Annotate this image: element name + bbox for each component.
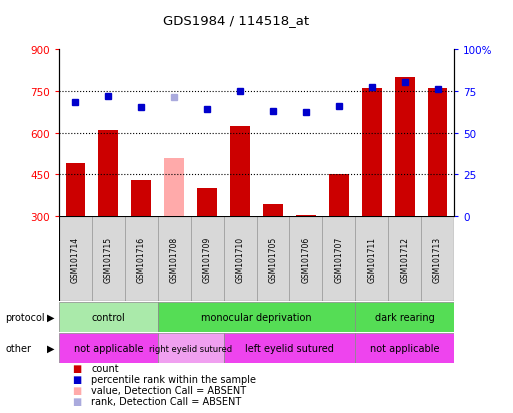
Bar	[125, 217, 158, 301]
Text: not applicable: not applicable	[74, 343, 143, 354]
Text: value, Detection Call = ABSENT: value, Detection Call = ABSENT	[91, 385, 246, 395]
Bar	[59, 217, 92, 301]
Text: count: count	[91, 363, 119, 373]
Text: monocular deprivation: monocular deprivation	[201, 312, 312, 323]
Bar	[388, 217, 421, 301]
Text: GSM101715: GSM101715	[104, 236, 113, 282]
Text: ■: ■	[72, 385, 81, 395]
Text: GSM101708: GSM101708	[170, 236, 179, 282]
Bar	[224, 333, 355, 363]
Text: GSM101712: GSM101712	[400, 236, 409, 282]
Bar	[355, 217, 388, 301]
Bar	[263, 204, 283, 217]
Bar	[158, 333, 224, 363]
Bar	[362, 88, 382, 217]
Text: GSM101710: GSM101710	[235, 236, 245, 282]
Bar	[158, 302, 355, 332]
Text: GSM101716: GSM101716	[137, 236, 146, 282]
Bar	[164, 158, 184, 217]
Bar	[296, 216, 315, 217]
Bar	[224, 217, 256, 301]
Text: left eyelid sutured: left eyelid sutured	[245, 343, 334, 354]
Text: percentile rank within the sample: percentile rank within the sample	[91, 374, 256, 384]
Bar	[98, 131, 118, 217]
Text: GSM101714: GSM101714	[71, 236, 80, 282]
Text: GSM101709: GSM101709	[203, 236, 212, 282]
Text: dark rearing: dark rearing	[375, 312, 435, 323]
Text: control: control	[91, 312, 125, 323]
Text: other: other	[5, 343, 31, 354]
Text: ■: ■	[72, 396, 81, 406]
Bar	[421, 217, 454, 301]
Bar	[355, 333, 454, 363]
Text: not applicable: not applicable	[370, 343, 439, 354]
Text: GSM101711: GSM101711	[367, 236, 376, 282]
Bar	[230, 126, 250, 217]
Text: ■: ■	[72, 374, 81, 384]
Bar	[394, 77, 415, 217]
Bar	[329, 175, 349, 217]
Text: ▶: ▶	[47, 312, 54, 323]
Text: GSM101706: GSM101706	[301, 236, 310, 282]
Bar	[355, 302, 454, 332]
Text: GSM101713: GSM101713	[433, 236, 442, 282]
Text: ▶: ▶	[47, 343, 54, 354]
Text: ■: ■	[72, 363, 81, 373]
Bar	[289, 217, 322, 301]
Bar	[191, 217, 224, 301]
Text: GSM101705: GSM101705	[268, 236, 278, 282]
Bar	[256, 217, 289, 301]
Text: GDS1984 / 114518_at: GDS1984 / 114518_at	[163, 14, 309, 27]
Bar	[322, 217, 355, 301]
Bar	[66, 164, 85, 217]
Bar	[92, 217, 125, 301]
Bar	[158, 217, 191, 301]
Bar	[428, 88, 447, 217]
Text: GSM101707: GSM101707	[334, 236, 343, 282]
Bar	[59, 333, 158, 363]
Bar	[59, 302, 158, 332]
Bar	[197, 189, 217, 217]
Text: rank, Detection Call = ABSENT: rank, Detection Call = ABSENT	[91, 396, 242, 406]
Text: right eyelid sutured: right eyelid sutured	[149, 344, 232, 353]
Text: protocol: protocol	[5, 312, 45, 323]
Bar	[131, 180, 151, 217]
